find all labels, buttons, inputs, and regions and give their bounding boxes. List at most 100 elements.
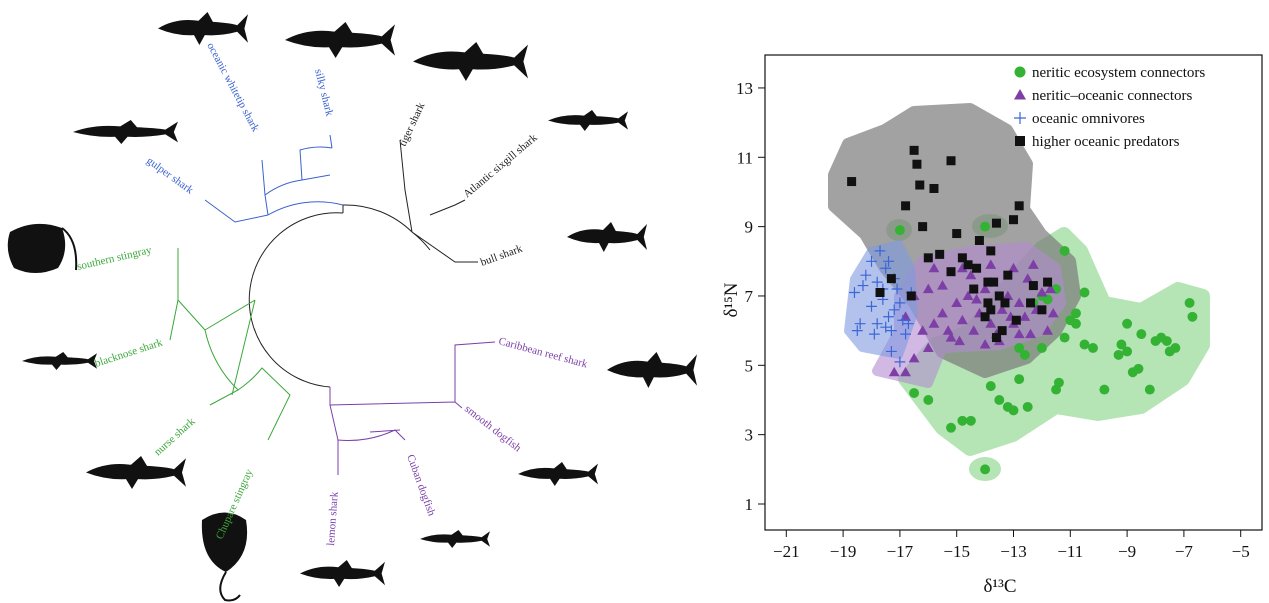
point bbox=[923, 395, 933, 405]
x-tick-label: −9 bbox=[1118, 542, 1136, 561]
x-tick-label: −21 bbox=[773, 542, 800, 561]
y-tick-label: 11 bbox=[737, 148, 753, 167]
point bbox=[952, 229, 961, 238]
root-arc bbox=[249, 213, 343, 387]
leaf-label: oceanic whitetip shark bbox=[204, 41, 261, 134]
leaf-label: bull shark bbox=[479, 242, 525, 268]
point bbox=[964, 260, 973, 269]
shark-icon bbox=[22, 352, 97, 370]
y-tick-label: 7 bbox=[745, 287, 754, 306]
point bbox=[947, 156, 956, 165]
point bbox=[1080, 288, 1090, 298]
legend-label: neritic–oceanic connectors bbox=[1032, 88, 1192, 104]
point bbox=[980, 222, 990, 232]
legend-label: neritic ecosystem connectors bbox=[1032, 65, 1205, 81]
point bbox=[1187, 312, 1197, 322]
point bbox=[907, 291, 916, 300]
point bbox=[1185, 298, 1195, 308]
y-tick-label: 13 bbox=[736, 79, 753, 98]
point bbox=[1114, 350, 1124, 360]
leaf-label: southern stingray bbox=[76, 244, 153, 273]
leaf-label: Caribbean reef shark bbox=[497, 335, 589, 370]
x-tick-label: −11 bbox=[1057, 542, 1083, 561]
shark-icon bbox=[413, 42, 528, 81]
point bbox=[1088, 343, 1098, 353]
point bbox=[929, 184, 938, 193]
legend-marker bbox=[1014, 112, 1026, 124]
shark-icon bbox=[548, 110, 628, 131]
point bbox=[1136, 329, 1146, 339]
leaf-label: tiger shark bbox=[397, 100, 428, 148]
point bbox=[947, 267, 956, 276]
point bbox=[957, 416, 967, 426]
leaf-label: silky shark bbox=[312, 68, 335, 118]
y-axis-title: δ¹⁵N bbox=[721, 282, 742, 317]
point bbox=[1099, 385, 1109, 395]
point bbox=[918, 222, 927, 231]
point bbox=[1043, 278, 1052, 287]
point bbox=[1003, 271, 1012, 280]
point bbox=[1000, 298, 1009, 307]
point bbox=[980, 464, 990, 474]
point bbox=[946, 423, 956, 433]
leaf-label: lemon shark bbox=[325, 491, 341, 546]
legend: neritic ecosystem connectors neritic–ocea… bbox=[1014, 65, 1205, 150]
point bbox=[986, 381, 996, 391]
legend-marker bbox=[1015, 67, 1026, 78]
point bbox=[966, 416, 976, 426]
y-tick-label: 9 bbox=[745, 218, 754, 237]
leaf-label: smooth dogfish bbox=[462, 403, 523, 455]
point bbox=[1037, 305, 1046, 314]
point bbox=[981, 312, 990, 321]
point bbox=[1020, 350, 1030, 360]
point bbox=[994, 395, 1004, 405]
y-tick-label: 5 bbox=[745, 356, 754, 375]
point bbox=[1029, 281, 1038, 290]
point bbox=[895, 225, 905, 235]
tree bbox=[170, 135, 495, 475]
x-tick-label: −17 bbox=[887, 542, 914, 561]
silhouettes bbox=[8, 12, 697, 600]
point bbox=[1060, 246, 1070, 256]
leaf-label: gulper shark bbox=[144, 155, 196, 197]
point bbox=[912, 160, 921, 169]
point bbox=[992, 333, 1001, 342]
point bbox=[1162, 336, 1172, 346]
point bbox=[972, 264, 981, 273]
point bbox=[969, 285, 978, 294]
black-clade bbox=[343, 140, 478, 262]
legend-label: higher oceanic predators bbox=[1032, 134, 1180, 150]
point bbox=[1170, 343, 1180, 353]
x-tick-label: −7 bbox=[1175, 542, 1194, 561]
shark-icon bbox=[607, 352, 697, 388]
x-tick-label: −13 bbox=[1000, 542, 1027, 561]
point bbox=[992, 219, 1001, 228]
legend-label: oceanic omnivores bbox=[1032, 111, 1145, 127]
point bbox=[1054, 378, 1064, 388]
point bbox=[887, 274, 896, 283]
x-tick-label: −19 bbox=[830, 542, 857, 561]
y-tick-label: 1 bbox=[745, 495, 754, 514]
point bbox=[989, 278, 998, 287]
leaf-label: Atlantic sixgill shark bbox=[461, 131, 540, 200]
point bbox=[1134, 364, 1144, 374]
point bbox=[1145, 385, 1155, 395]
leaf-label: Cuban dogfish bbox=[404, 453, 437, 518]
shark-icon bbox=[300, 560, 385, 587]
x-tick-label: −5 bbox=[1232, 542, 1250, 561]
point bbox=[1060, 333, 1070, 343]
point bbox=[975, 236, 984, 245]
point bbox=[935, 250, 944, 259]
blue-clade bbox=[205, 135, 343, 222]
leaf-label: nurse shark bbox=[152, 415, 198, 458]
point bbox=[986, 246, 995, 255]
legend-marker bbox=[1014, 89, 1026, 100]
stingray-tail bbox=[220, 572, 240, 600]
point bbox=[1037, 343, 1047, 353]
point bbox=[1122, 319, 1132, 329]
x-axis-title: δ¹³C bbox=[983, 576, 1016, 597]
point bbox=[924, 253, 933, 262]
point bbox=[1080, 340, 1090, 350]
shark-icon bbox=[285, 22, 395, 58]
point bbox=[915, 181, 924, 190]
